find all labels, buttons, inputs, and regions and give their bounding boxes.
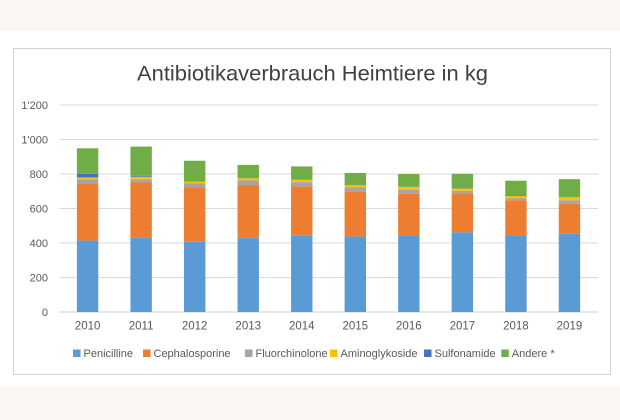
svg-text:2010: 2010 (75, 321, 101, 333)
svg-text:Penicilline: Penicilline (84, 348, 134, 360)
svg-text:Fluorchinolone: Fluorchinolone (256, 348, 328, 360)
svg-text:200: 200 (30, 272, 48, 284)
svg-text:2018: 2018 (503, 321, 529, 333)
svg-text:2016: 2016 (396, 321, 422, 333)
svg-text:Sulfonamide: Sulfonamide (435, 348, 496, 360)
svg-text:2017: 2017 (450, 321, 476, 333)
svg-text:Aminoglykoside: Aminoglykoside (341, 348, 418, 360)
svg-text:Antibiotikaverbrauch Heimtiere: Antibiotikaverbrauch Heimtiere in kg (137, 62, 488, 86)
svg-text:800: 800 (30, 169, 48, 181)
svg-text:1'200: 1'200 (21, 100, 48, 112)
svg-text:0: 0 (42, 307, 48, 319)
svg-text:Andere *: Andere * (512, 348, 556, 360)
svg-text:1'000: 1'000 (21, 134, 48, 146)
svg-text:2011: 2011 (129, 321, 154, 333)
svg-text:2019: 2019 (557, 321, 583, 333)
svg-text:2014: 2014 (289, 321, 315, 333)
svg-text:600: 600 (30, 203, 48, 215)
svg-text:2012: 2012 (182, 321, 208, 333)
svg-text:2015: 2015 (343, 321, 369, 333)
svg-text:2013: 2013 (235, 321, 261, 333)
svg-text:Cephalosporine: Cephalosporine (154, 348, 231, 360)
svg-text:400: 400 (30, 238, 48, 250)
